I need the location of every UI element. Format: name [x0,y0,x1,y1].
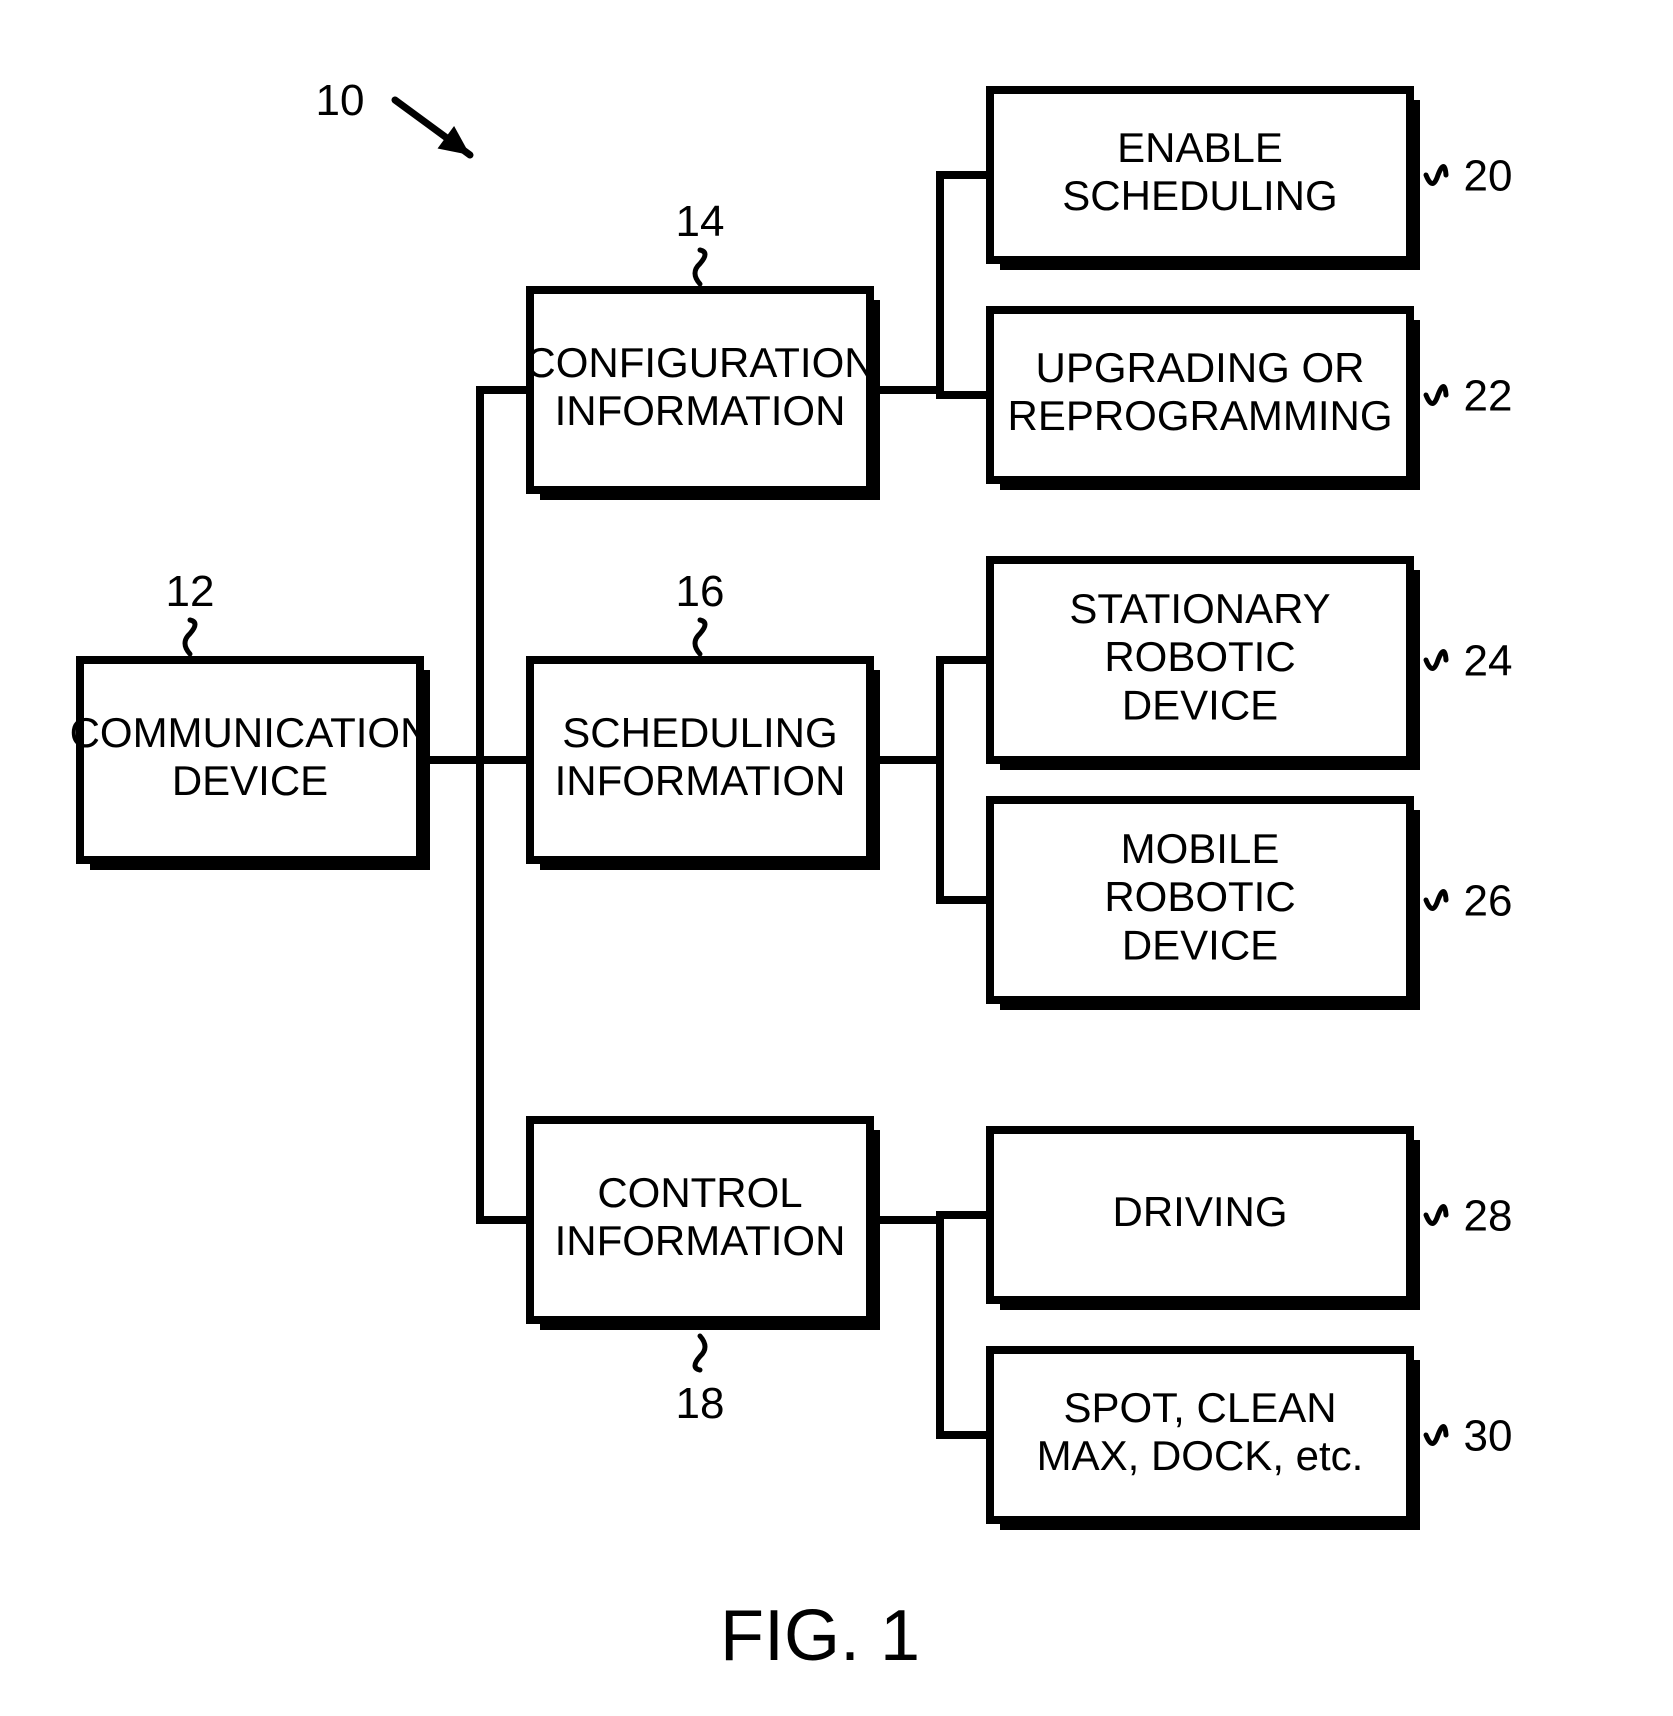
box-label: UPGRADING OR [1035,344,1364,391]
ref-curl [1426,1427,1446,1444]
figure-ref-arrow: 10 [316,76,470,155]
ref-number: 12 [166,567,215,616]
box-upg: UPGRADING ORREPROGRAMMING 22 [990,310,1512,490]
ref-number: 16 [676,567,725,616]
box-label: ROBOTIC [1104,873,1295,920]
box-sched: SCHEDULINGINFORMATION 16 [530,567,880,870]
ref-number: 18 [676,1379,725,1428]
ref-curl [695,620,705,654]
box-comm: COMMUNICATIONDEVICE 12 [70,567,431,870]
box-label: ROBOTIC [1104,633,1295,680]
box-label: MAX, DOCK, etc. [1037,1432,1364,1479]
ref-curl [1426,652,1446,669]
box-label: SCHEDULING [1062,172,1337,219]
box-label: DEVICE [1122,921,1278,968]
box-enable: ENABLESCHEDULING 20 [990,90,1512,270]
box-label: COMMUNICATION [70,709,431,756]
box-label: CONTROL [597,1169,802,1216]
box-spot: SPOT, CLEANMAX, DOCK, etc. 30 [990,1350,1512,1530]
box-label: DEVICE [1122,681,1278,728]
box-label: INFORMATION [555,757,846,804]
box-label: SCHEDULING [562,709,837,756]
box-label: DRIVING [1112,1188,1287,1235]
ref-number: 30 [1464,1411,1513,1460]
box-label: SPOT, CLEAN [1063,1384,1336,1431]
ref-curl [1426,1207,1446,1224]
box-config: CONFIGURATIONINFORMATION 14 [525,197,880,500]
box-label: ENABLE [1117,124,1283,171]
ref-curl [1426,387,1446,404]
figure-ref-number: 10 [316,76,365,125]
box-drive: DRIVING 28 [990,1130,1512,1310]
box-label: STATIONARY [1069,585,1330,632]
ref-number: 14 [676,197,725,246]
box-stat: STATIONARYROBOTICDEVICE 24 [990,560,1512,770]
ref-number: 26 [1464,876,1513,925]
ref-number: 22 [1464,371,1513,420]
box-mob: MOBILEROBOTICDEVICE 26 [990,800,1512,1010]
ref-number: 24 [1464,636,1513,685]
ref-curl [1426,167,1446,184]
box-label: CONFIGURATION [525,339,874,386]
box-label: MOBILE [1121,825,1280,872]
box-label: DEVICE [172,757,328,804]
ref-number: 20 [1464,151,1513,200]
ref-curl [695,250,705,284]
box-label: REPROGRAMMING [1007,392,1392,439]
ref-curl [1426,892,1446,909]
box-label: INFORMATION [555,387,846,434]
ref-curl [185,620,195,654]
box-ctrl: CONTROLINFORMATION 18 [530,1120,880,1428]
box-label: INFORMATION [555,1217,846,1264]
ref-curl [695,1336,705,1370]
ref-number: 28 [1464,1191,1513,1240]
figure-caption: FIG. 1 [720,1596,920,1676]
